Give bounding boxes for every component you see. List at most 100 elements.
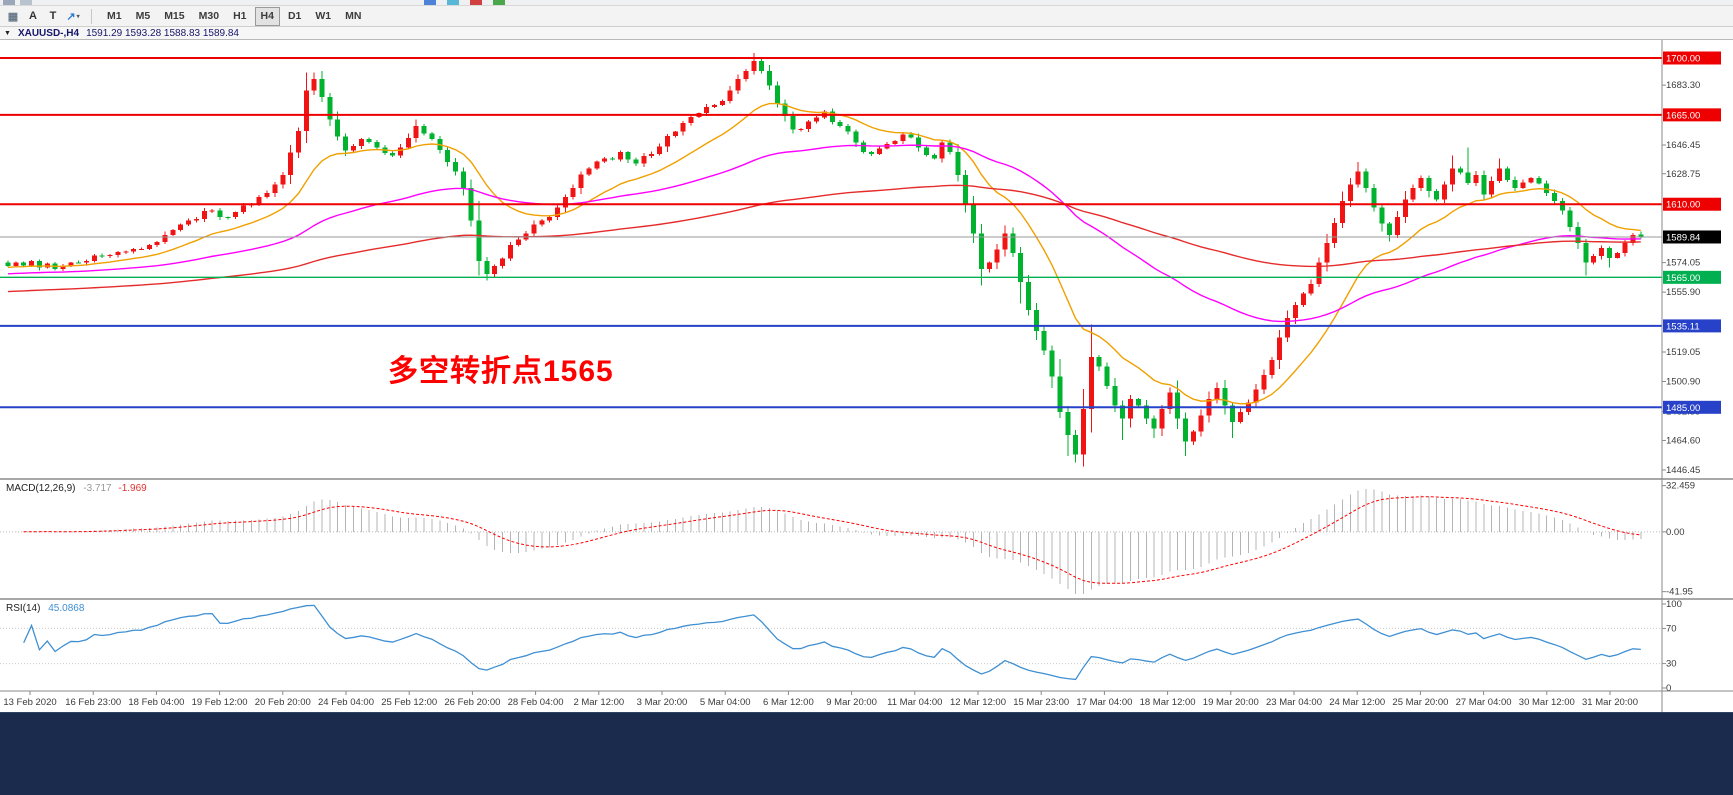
svg-text:1565.00: 1565.00: [1666, 273, 1700, 284]
svg-text:24 Mar 12:00: 24 Mar 12:00: [1329, 697, 1385, 708]
svg-text:26 Feb 20:00: 26 Feb 20:00: [444, 697, 500, 708]
svg-text:1519.05: 1519.05: [1666, 347, 1700, 358]
svg-text:1446.45: 1446.45: [1666, 465, 1700, 476]
clipped-icon: [470, 0, 482, 5]
price-badge-1589.84: 1589.84: [1663, 230, 1721, 244]
text-label-tool-icon[interactable]: A: [29, 10, 37, 22]
macd-name: MACD(12,26,9): [6, 483, 76, 494]
macd-signal-value: -1.969: [118, 483, 147, 494]
svg-text:31 Mar 20:00: 31 Mar 20:00: [1582, 697, 1638, 708]
rsi-name: RSI(14): [6, 603, 41, 614]
svg-text:25 Feb 12:00: 25 Feb 12:00: [381, 697, 437, 708]
macd-indicator-label: MACD(12,26,9) -3.717 -1.969: [6, 483, 147, 494]
timeframe-button-mn[interactable]: MN: [345, 9, 362, 22]
timeframe-button-d1[interactable]: D1: [287, 9, 302, 22]
svg-text:5 Mar 04:00: 5 Mar 04:00: [700, 697, 751, 708]
time-axis[interactable]: 13 Feb 2020 16 Feb 23:00 18 Feb 04:00 19 Fe…: [3, 691, 1638, 708]
clipped-icon: [20, 0, 32, 5]
text-tool-icon[interactable]: T: [49, 10, 57, 22]
svg-text:24 Feb 04:00: 24 Feb 04:00: [318, 697, 374, 708]
moving-average-lines: [7, 102, 1641, 405]
rsi-indicator-label: RSI(14) 45.0868: [6, 603, 84, 614]
svg-text:28 Feb 04:00: 28 Feb 04:00: [508, 697, 564, 708]
svg-text:27 Mar 04:00: 27 Mar 04:00: [1456, 697, 1512, 708]
price-badge-1485.00: 1485.00: [1663, 400, 1721, 414]
svg-text:32.459: 32.459: [1666, 481, 1695, 492]
chart-symbol-label: XAUUSD-,H4: [17, 27, 80, 39]
timeframe-buttons-group: M1 M5 M15 M30 H1 H4 D1 W1 MN: [100, 6, 368, 26]
dropdown-caret-icon: ▾: [76, 13, 80, 20]
svg-text:11 Mar 04:00: 11 Mar 04:00: [887, 697, 942, 708]
price-badge-1665.00: 1665.00: [1663, 108, 1721, 122]
svg-text:20 Feb 20:00: 20 Feb 20:00: [255, 697, 311, 708]
fast-ma-line: [7, 102, 1641, 405]
svg-text:1628.75: 1628.75: [1666, 169, 1700, 180]
chart-ohlc-values: 1591.29 1593.28 1588.83 1589.84: [86, 27, 239, 39]
bottom-panel: [0, 712, 1733, 795]
clipped-icon: [447, 0, 459, 5]
svg-text:1464.60: 1464.60: [1666, 435, 1700, 446]
svg-text:1535.11: 1535.11: [1666, 321, 1700, 332]
medium-ma-line: [7, 144, 1641, 323]
timeframe-button-m5[interactable]: M5: [135, 9, 151, 22]
drawing-tools-group: ▦ A T ↗ ▾: [3, 7, 83, 26]
horizontal-lines[interactable]: [0, 57, 1662, 409]
toolbar-separator: [91, 8, 92, 24]
svg-text:30: 30: [1666, 659, 1677, 670]
main-toolbar: ▦ A T ↗ ▾ M1 M5 M15 M30 H1 H4 D1 W1 MN: [0, 6, 1733, 27]
timeframe-button-m30[interactable]: M30: [198, 9, 220, 22]
svg-text:6 Mar 12:00: 6 Mar 12:00: [763, 697, 814, 708]
svg-text:23 Mar 04:00: 23 Mar 04:00: [1266, 697, 1322, 708]
svg-text:1574.05: 1574.05: [1666, 258, 1700, 269]
price-badge-1535.11: 1535.11: [1663, 319, 1721, 333]
macd-main-value: -3.717: [83, 483, 112, 494]
svg-text:9 Mar 20:00: 9 Mar 20:00: [826, 697, 877, 708]
svg-text:2 Mar 12:00: 2 Mar 12:00: [573, 697, 624, 708]
price-badge-1700.00: 1700.00: [1663, 51, 1721, 65]
clipped-icon: [493, 0, 505, 5]
timeframe-button-h1[interactable]: H1: [233, 9, 247, 22]
chart-chrome: [0, 40, 1733, 712]
timeframe-button-h4[interactable]: H4: [254, 6, 280, 26]
timeframe-button-w1[interactable]: W1: [315, 9, 332, 22]
price-badge-1565.00: 1565.00: [1663, 270, 1721, 284]
svg-text:1485.00: 1485.00: [1666, 403, 1700, 414]
svg-text:3 Mar 20:00: 3 Mar 20:00: [637, 697, 688, 708]
svg-text:19 Feb 12:00: 19 Feb 12:00: [192, 697, 248, 708]
svg-text:-41.95: -41.95: [1666, 587, 1693, 598]
svg-text:17 Mar 04:00: 17 Mar 04:00: [1076, 697, 1132, 708]
svg-text:0.00: 0.00: [1666, 527, 1685, 538]
svg-text:1700.00: 1700.00: [1666, 54, 1700, 65]
rsi-value: 45.0868: [48, 603, 85, 614]
svg-text:1665.00: 1665.00: [1666, 110, 1700, 121]
macd-pane: [0, 488, 1662, 594]
price-axis[interactable]: 1683.30 1646.45 1628.75 1574.05 1555.90 1519.…: [1662, 51, 1721, 695]
svg-text:100: 100: [1666, 599, 1682, 610]
timeframe-button-m1[interactable]: M1: [107, 9, 122, 22]
svg-text:18 Feb 04:00: 18 Feb 04:00: [128, 697, 184, 708]
svg-text:15 Mar 23:00: 15 Mar 23:00: [1013, 697, 1069, 708]
svg-text:1589.84: 1589.84: [1666, 232, 1700, 243]
clipped-icon: [3, 0, 15, 5]
svg-text:70: 70: [1666, 623, 1677, 634]
rsi-line: [23, 604, 1641, 681]
window-menu-icon[interactable]: ▼: [4, 29, 11, 37]
svg-text:16 Feb 23:00: 16 Feb 23:00: [65, 697, 121, 708]
svg-text:18 Mar 12:00: 18 Mar 12:00: [1140, 697, 1196, 708]
rsi-pane: [0, 604, 1662, 681]
svg-text:13 Feb 2020: 13 Feb 2020: [3, 697, 56, 708]
price-badge-1610.00: 1610.00: [1663, 197, 1721, 211]
svg-text:1646.45: 1646.45: [1666, 140, 1700, 151]
arrow-tool-icon[interactable]: ↗ ▾: [66, 10, 80, 23]
grid-tool-icon[interactable]: ▦: [7, 10, 19, 23]
svg-text:19 Mar 20:00: 19 Mar 20:00: [1203, 697, 1259, 708]
timeframe-button-m15[interactable]: M15: [164, 9, 185, 22]
svg-text:1610.00: 1610.00: [1666, 200, 1700, 211]
svg-text:1683.30: 1683.30: [1666, 80, 1700, 91]
macd-signal-line: [23, 496, 1641, 584]
chart-title-bar: ▼ XAUUSD-,H4 1591.29 1593.28 1588.83 158…: [0, 27, 1733, 40]
slow-ma-line: [7, 184, 1641, 293]
svg-text:1500.90: 1500.90: [1666, 376, 1700, 387]
clipped-icon: [424, 0, 436, 5]
